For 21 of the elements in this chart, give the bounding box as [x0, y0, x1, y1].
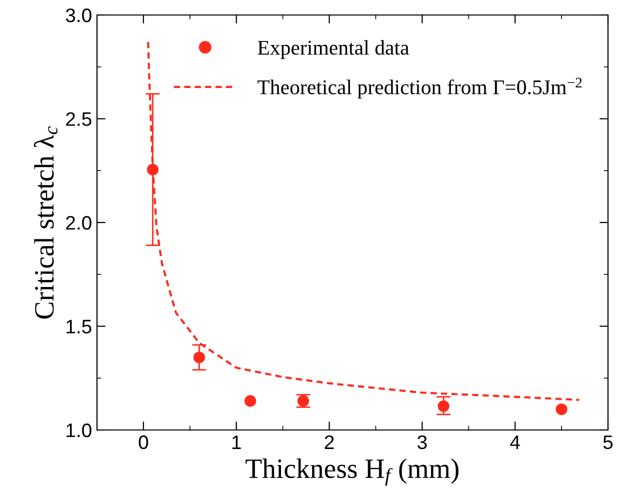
line-series	[147, 40, 580, 401]
y-tick-label: 3.0	[66, 8, 92, 22]
y-tick-label: 1.0	[66, 423, 92, 438]
x-tick-label: 4	[510, 436, 520, 449]
point	[438, 400, 450, 412]
y-tick-label: 2.5	[66, 112, 92, 126]
y-tick-label: 1.5	[66, 320, 92, 334]
x-tick-label: 1	[232, 436, 241, 449]
point	[244, 395, 256, 407]
x-tick-label: 5	[603, 436, 613, 450]
point	[556, 403, 568, 416]
point	[146, 164, 159, 176]
x-tick-label: 2	[324, 435, 334, 449]
y-tick-label: 2.0	[66, 216, 92, 230]
x-axis-title: Thickness H$_{f}$ (mm)	[246, 458, 458, 486]
legend-label: Theoretical prediction from Γ=0.5Jm$^{−2}$	[258, 78, 582, 99]
x-tick-label: 3	[418, 435, 427, 450]
legend-label: Experimental data	[258, 40, 410, 60]
y-axis-title: Critical stretch λ$_{c}$	[34, 126, 58, 319]
point	[193, 352, 206, 364]
x-tick-label: 0	[138, 435, 148, 450]
